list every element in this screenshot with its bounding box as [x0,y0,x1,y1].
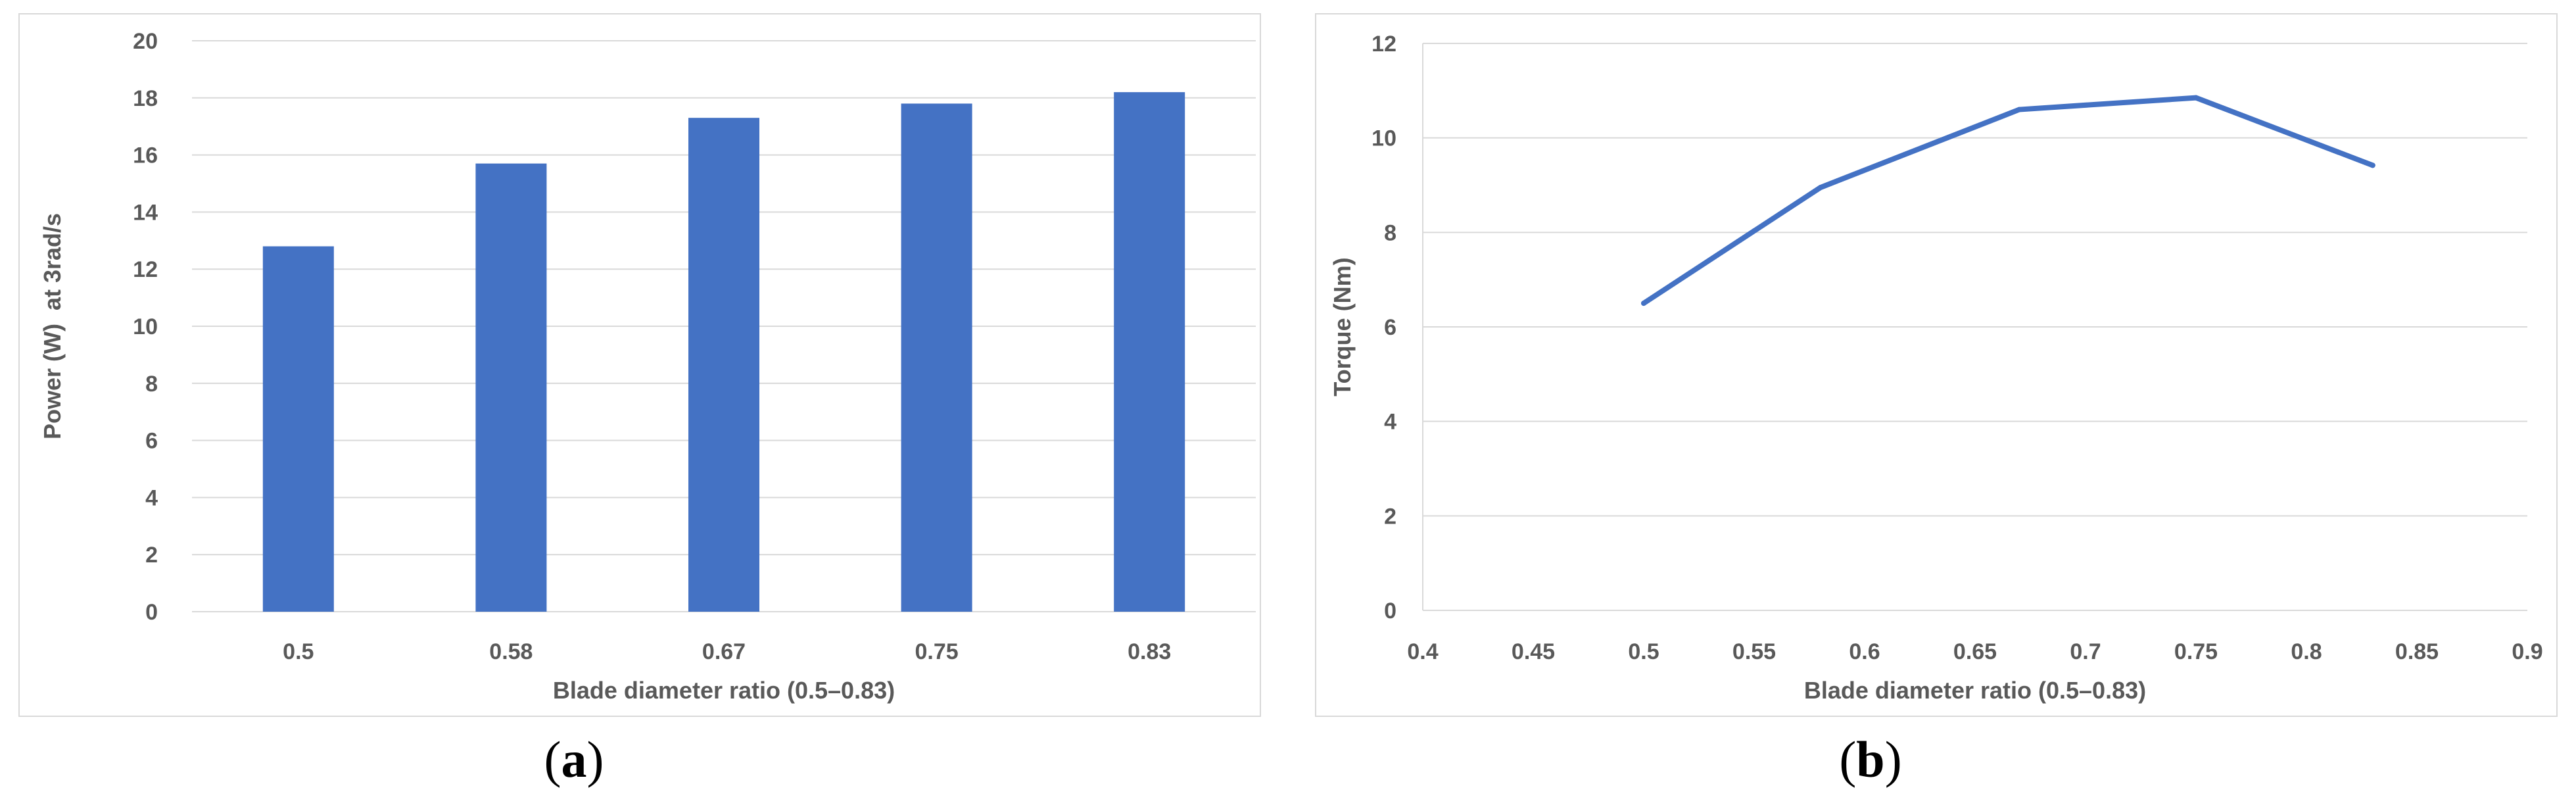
y-tick-label: 4 [1384,410,1396,435]
y-tick-label: 18 [133,86,158,111]
data-point [2193,95,2199,101]
y-tick-label: 2 [145,543,158,568]
data-point [1817,185,1823,191]
series-line-torque [1641,95,2375,306]
x-tick-label: 0.75 [2174,639,2218,664]
y-tick-label: 20 [133,29,158,54]
x-tick-label: 0.5 [1628,639,1659,664]
x-tick-label: 0.4 [1407,639,1438,664]
y-tick-label: 6 [145,429,158,454]
y-axis-title: Torque (Nm) [1329,257,1356,396]
x-tick-label: 0.9 [2512,639,2542,664]
data-point [2370,162,2375,168]
x-axis-title: Blade diameter ratio (0.5–0.83) [553,677,895,704]
line-chart-torque: 0 2 4 6 8 10 12 0.4 0.45 0.5 0.55 0.6 0.65 0.7 0.75 0.8… [1329,32,2543,704]
y-tick-label: 6 [1384,315,1396,340]
x-tick-label: 0.83 [1128,639,1171,664]
x-tick-label: 0.65 [1953,639,1997,664]
y-tick-label: 12 [133,257,158,282]
bar-0.75 [901,103,972,612]
chart-panel-b: 0 2 4 6 8 10 12 0.4 0.45 0.5 0.55 0.6 0.65 0.7 0.75 0.8… [1315,13,2558,717]
y-tick-label: 0 [145,600,158,625]
y-axis-title: Power (W) at 3rad/s [39,213,66,439]
x-tick-label: 0.85 [2395,639,2439,664]
data-point [2016,107,2022,112]
x-tick-label: 0.6 [1849,639,1880,664]
bar-0.83 [1114,92,1185,612]
y-tick-label: 10 [1371,126,1396,151]
y-tick-label: 10 [133,314,158,339]
bar-0.67 [688,118,759,612]
caption-a: (a) [544,731,604,788]
x-tick-label: 0.5 [283,639,314,664]
bar-0.58 [475,163,547,612]
y-tick-label: 16 [133,143,158,168]
x-tick-label: 0.67 [702,639,746,664]
y-tick-label: 4 [145,485,158,510]
y-tick-label: 8 [145,372,158,397]
x-tick-label: 0.8 [2291,639,2322,664]
x-tick-label: 0.58 [489,639,533,664]
y-tick-label: 2 [1384,504,1396,529]
caption-b: (b) [1839,731,1902,788]
y-tick-label: 12 [1371,32,1396,57]
y-tick-label: 8 [1384,220,1396,245]
x-tick-label: 0.7 [2070,639,2101,664]
data-point [1641,301,1646,306]
y-tick-label: 14 [133,200,158,225]
bar-0.5 [262,246,334,612]
chart-panel-a: 0 2 4 6 8 10 12 14 16 18 20 0.5 0.58 0.67 0.75 0.83 Blad… [18,13,1261,717]
x-tick-label: 0.75 [915,639,959,664]
y-tick-label: 0 [1384,599,1396,624]
x-tick-label: 0.55 [1732,639,1776,664]
x-tick-label: 0.45 [1512,639,1555,664]
bar-chart-power: 0 2 4 6 8 10 12 14 16 18 20 0.5 0.58 0.67 0.75 0.83 Blad… [39,29,1256,704]
x-axis-title: Blade diameter ratio (0.5–0.83) [1804,677,2146,704]
